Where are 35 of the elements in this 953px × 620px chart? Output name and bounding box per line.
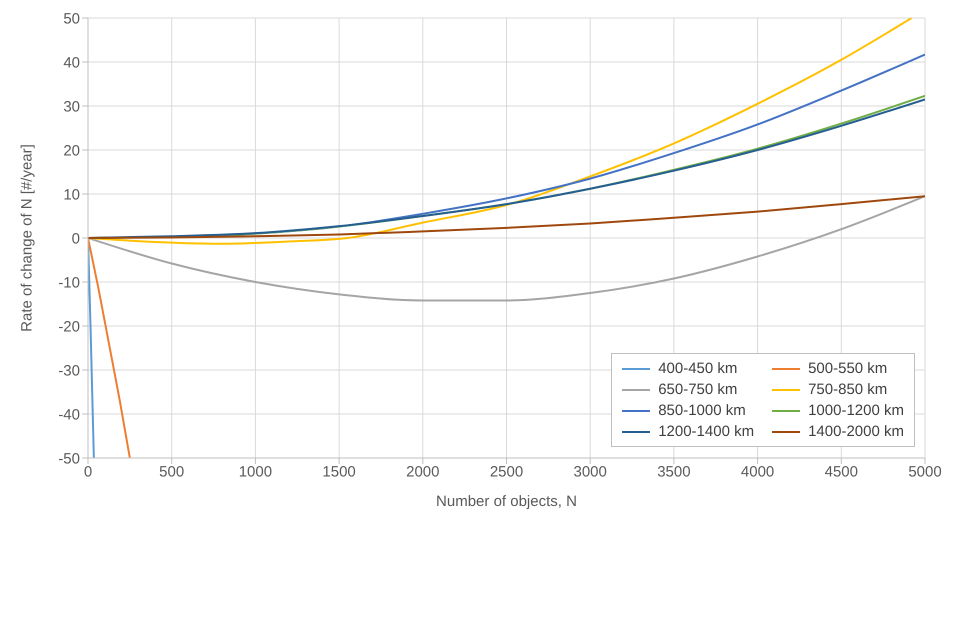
line-series xyxy=(88,195,925,302)
y-axis-title: Rate of change of N [#/year] xyxy=(18,144,36,332)
legend-label: 650-750 km xyxy=(658,381,738,398)
legend-label: 750-850 km xyxy=(808,381,888,398)
x-tick-label: 5000 xyxy=(908,464,942,481)
legend-label: 500-550 km xyxy=(808,360,888,377)
x-tick-label: 3500 xyxy=(657,464,691,481)
y-tick-label: -30 xyxy=(58,362,80,380)
legend-label: 1400-2000 km xyxy=(808,423,904,440)
x-tick-label: 2500 xyxy=(490,464,524,481)
y-tick-label: -40 xyxy=(58,406,80,424)
legend-label: 400-450 km xyxy=(658,360,738,377)
y-tick-label: 0 xyxy=(72,230,80,248)
x-tick-label: 1500 xyxy=(322,464,356,481)
line-series xyxy=(88,237,131,458)
y-tick-label: 30 xyxy=(63,98,80,116)
line-series xyxy=(88,195,925,239)
x-tick-label: 3000 xyxy=(574,464,607,481)
y-tick-label: 20 xyxy=(63,142,80,160)
legend-label: 850-1000 km xyxy=(658,402,746,419)
x-tick-label: 1000 xyxy=(238,464,272,481)
x-tick-label: 4000 xyxy=(740,464,774,481)
y-tick-label: -10 xyxy=(58,274,80,292)
legend-label: 1000-1200 km xyxy=(808,402,904,419)
y-tick-label: 40 xyxy=(63,54,80,72)
legend-label: 1200-1400 km xyxy=(658,423,754,440)
y-tick-label: 50 xyxy=(63,10,80,28)
y-tick-label: -50 xyxy=(58,450,80,468)
x-tick-label: 2000 xyxy=(406,464,440,481)
y-tick-label: 10 xyxy=(63,186,80,204)
x-tick-label: 4500 xyxy=(824,464,858,481)
x-tick-label: 500 xyxy=(159,464,184,481)
y-tick-label: -20 xyxy=(58,318,80,336)
x-axis-title: Number of objects, N xyxy=(436,493,577,510)
x-tick-label: 0 xyxy=(84,464,92,481)
